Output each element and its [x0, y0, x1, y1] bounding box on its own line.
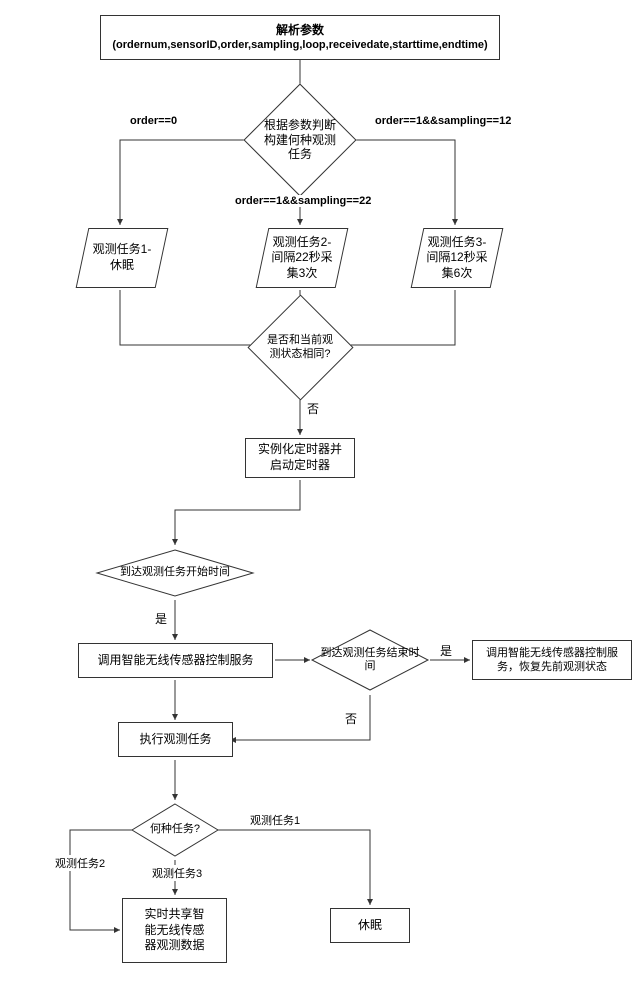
reach-end-diamond: 到达观测任务结束时间 — [310, 628, 430, 692]
exec-task-node: 执行观测任务 — [118, 722, 233, 757]
label-no-2: 否 — [345, 710, 357, 727]
parse-line1: 解析参数 — [112, 23, 487, 39]
sleep-node: 休眠 — [330, 908, 410, 943]
task3-node: 观测任务3- 间隔12秒采 集6次 — [413, 228, 501, 288]
which-task-text: 何种任务? — [130, 802, 220, 858]
label-no-1: 否 — [307, 400, 319, 417]
label-order0: order==0 — [130, 115, 177, 127]
reach-end-text: 到达观测任务结束时间 — [310, 628, 430, 692]
parse-params-node: 解析参数 (ordernum,sensorID,order,sampling,l… — [100, 15, 500, 60]
parse-line2: (ordernum,sensorID,order,sampling,loop,r… — [112, 38, 487, 52]
call-service-node: 调用智能无线传感器控制服务 — [78, 643, 273, 678]
label-task1: 观测任务1 — [250, 812, 300, 828]
restore-node: 调用智能无线传感器控制服 务，恢复先前观测状态 — [472, 640, 632, 680]
label-task3: 观测任务3 — [152, 865, 202, 881]
task2-node: 观测任务2- 间隔22秒采 集3次 — [258, 228, 346, 288]
decide-type-diamond: 根据参数判断 构建何种观测任务 — [255, 100, 345, 180]
which-task-diamond: 何种任务? — [130, 802, 220, 858]
label-yes-2: 是 — [440, 642, 452, 659]
decide-type-text: 根据参数判断 构建何种观测任务 — [255, 100, 345, 180]
label-order1-s22: order==1&&sampling==22 — [235, 195, 371, 207]
reach-start-text: 到达观测任务开始时间 — [95, 548, 255, 598]
same-state-text: 是否和当前观 测状态相同? — [260, 310, 340, 385]
share-node: 实时共享智 能无线传感 器观测数据 — [122, 898, 227, 963]
label-yes-1: 是 — [155, 610, 167, 627]
label-order1-s12: order==1&&sampling==12 — [375, 115, 511, 127]
task1-node: 观测任务1- 休眠 — [78, 228, 166, 288]
reach-start-diamond: 到达观测任务开始时间 — [95, 548, 255, 598]
label-task2: 观测任务2 — [55, 855, 105, 871]
init-timer-node: 实例化定时器并 启动定时器 — [245, 438, 355, 478]
same-state-diamond: 是否和当前观 测状态相同? — [260, 310, 340, 385]
